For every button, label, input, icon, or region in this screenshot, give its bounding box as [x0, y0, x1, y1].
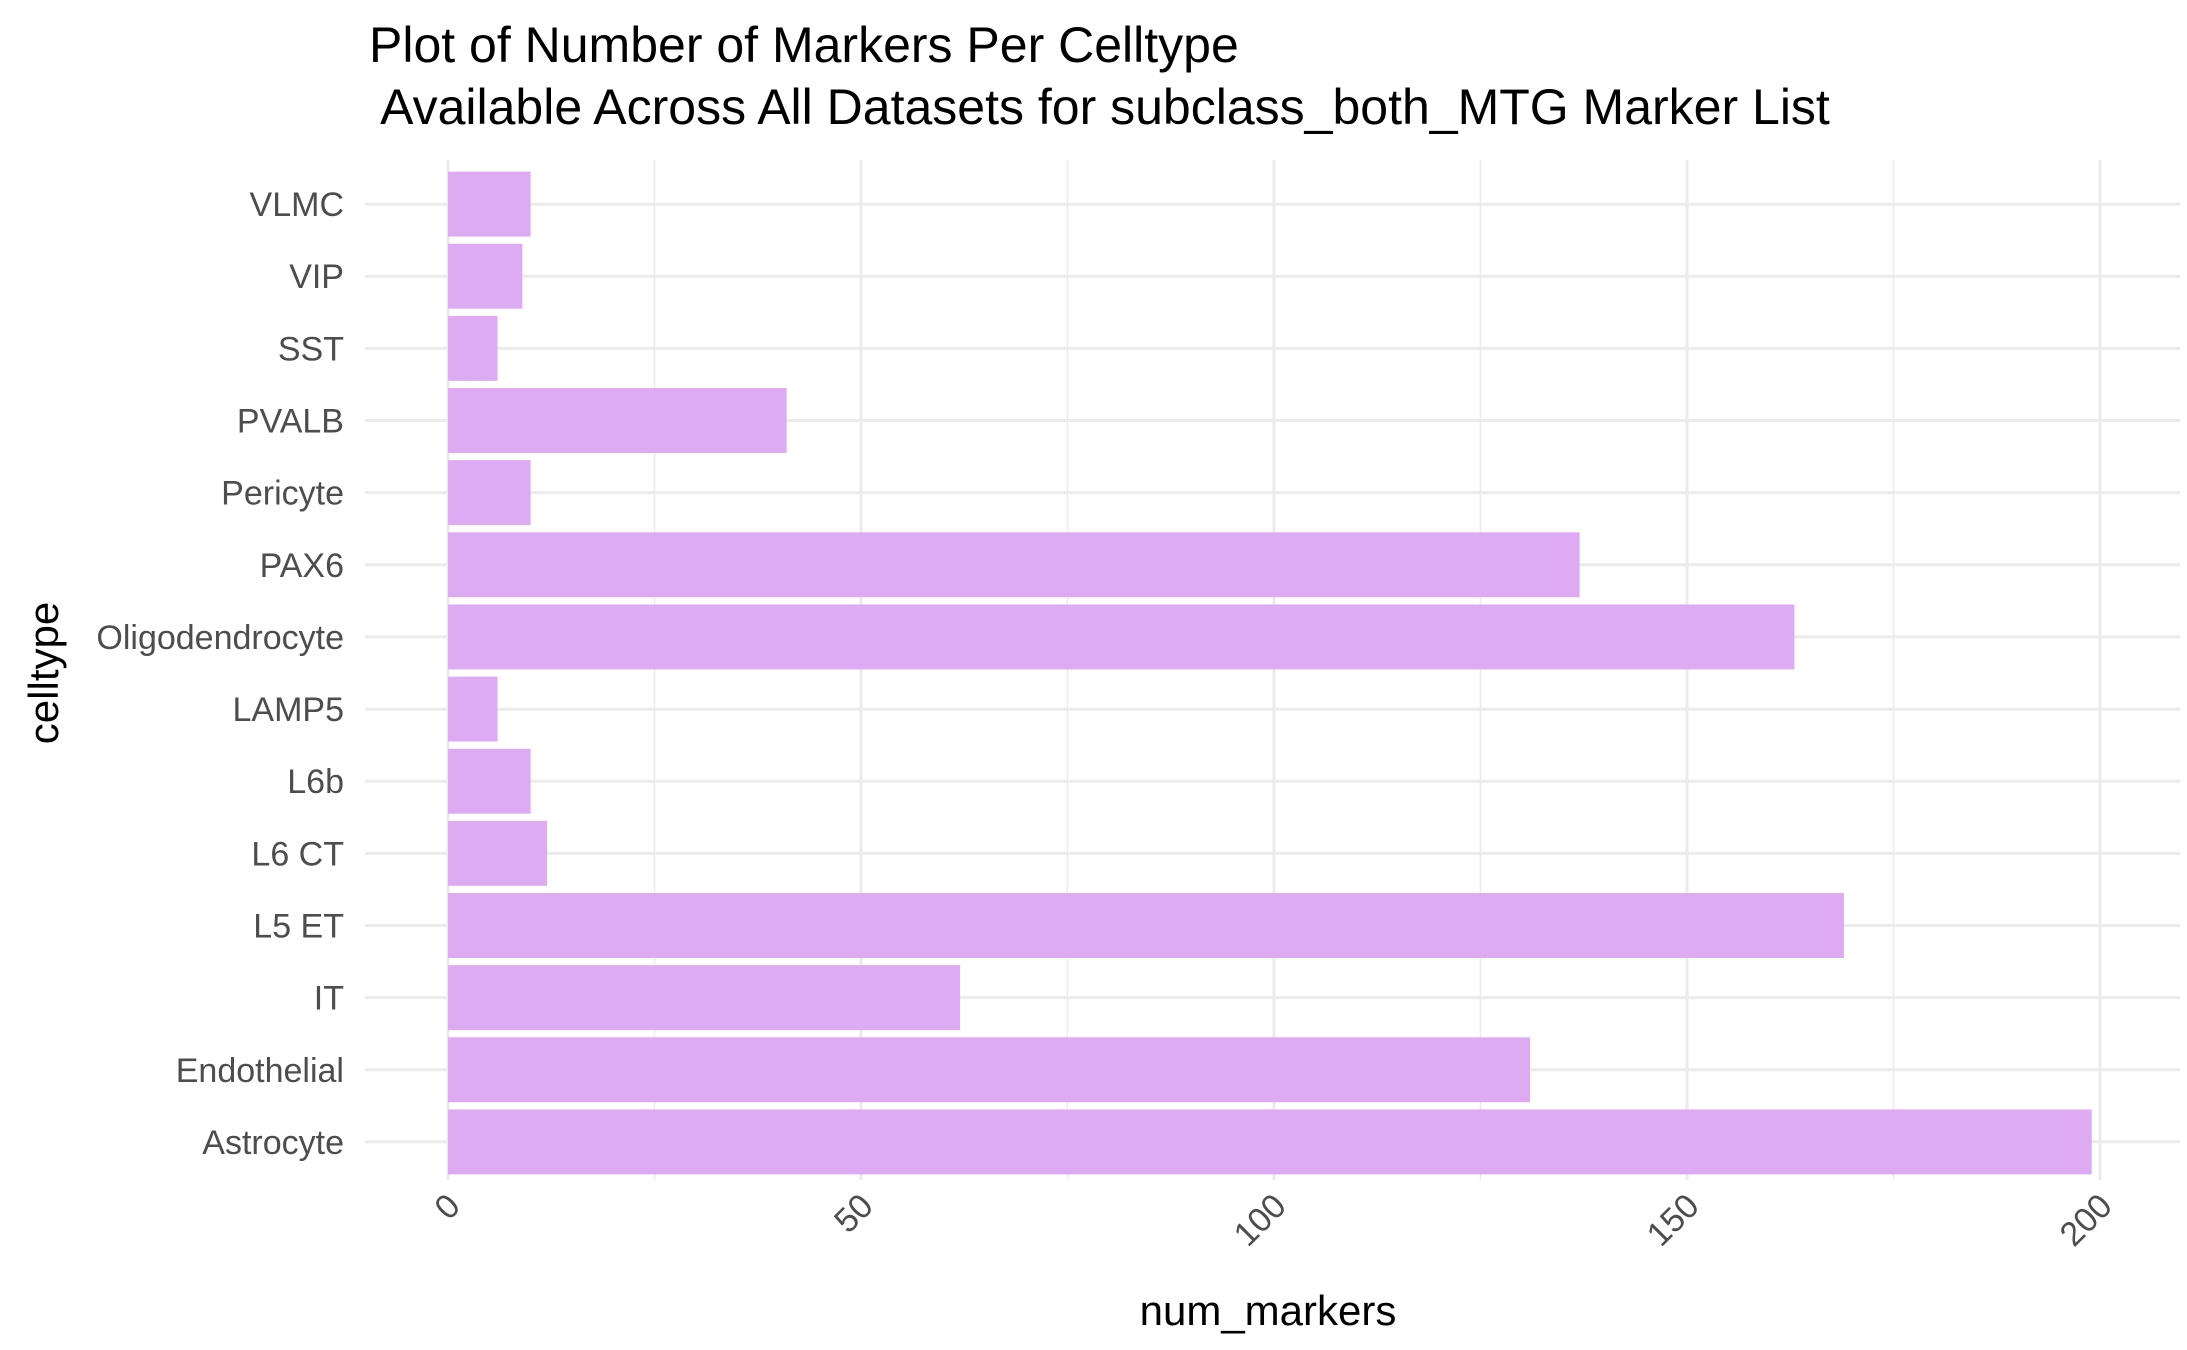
y-tick-label: PVALB [237, 403, 344, 441]
bar-vlmc [448, 171, 531, 237]
x-tick-label: 200 [2053, 1187, 2120, 1254]
bar-l6-ct [448, 820, 548, 886]
y-tick-label: LAMP5 [233, 691, 345, 729]
bar-endothelial [448, 1037, 1531, 1103]
y-tick-label: L6 CT [251, 835, 344, 873]
x-axis-title: num_markers [1140, 1287, 1397, 1334]
y-tick-label: L6b [287, 763, 344, 801]
x-tick-label: 150 [1640, 1187, 1707, 1254]
x-tick-label: 0 [427, 1187, 467, 1227]
bar-vip [448, 243, 523, 309]
bar-lamp5 [448, 676, 498, 742]
y-axis-title: celltype [20, 602, 67, 744]
bar-oligodendrocyte [448, 604, 1795, 670]
y-tick-label: SST [278, 330, 344, 368]
y-tick-label: Astrocyte [202, 1124, 344, 1162]
y-tick-label: L5 ET [253, 908, 344, 946]
chart-title-line-1: Plot of Number of Markers Per Celltype [369, 17, 1239, 73]
bar-pericyte [448, 460, 531, 526]
y-tick-label: Pericyte [221, 475, 344, 513]
y-tick-label: Oligodendrocyte [96, 619, 344, 657]
bar-l6b [448, 748, 531, 814]
bar-it [448, 965, 961, 1031]
y-tick-label: Endothelial [176, 1052, 344, 1090]
x-tick-label: 100 [1227, 1187, 1294, 1254]
bar-astrocyte [448, 1109, 2092, 1175]
chart-title-line-2: Available Across All Datasets for subcla… [369, 79, 1830, 135]
x-tick-labels: 0 50 100 150 200 [427, 1187, 2119, 1254]
y-tick-label: PAX6 [260, 547, 344, 585]
bar-pvalb [448, 388, 787, 453]
y-tick-label: IT [314, 980, 344, 1018]
y-tick-label: VIP [289, 258, 344, 296]
bars [448, 171, 2092, 1175]
bar-l5-et [448, 893, 1844, 958]
bar-pax6 [448, 532, 1580, 598]
bar-sst [448, 315, 498, 381]
y-tick-labels: Astrocyte Endothelial IT L5 ET L6 CT L6b LAMP5… [96, 186, 344, 1162]
x-tick-label: 50 [827, 1187, 881, 1241]
y-tick-label: VLMC [250, 186, 344, 224]
